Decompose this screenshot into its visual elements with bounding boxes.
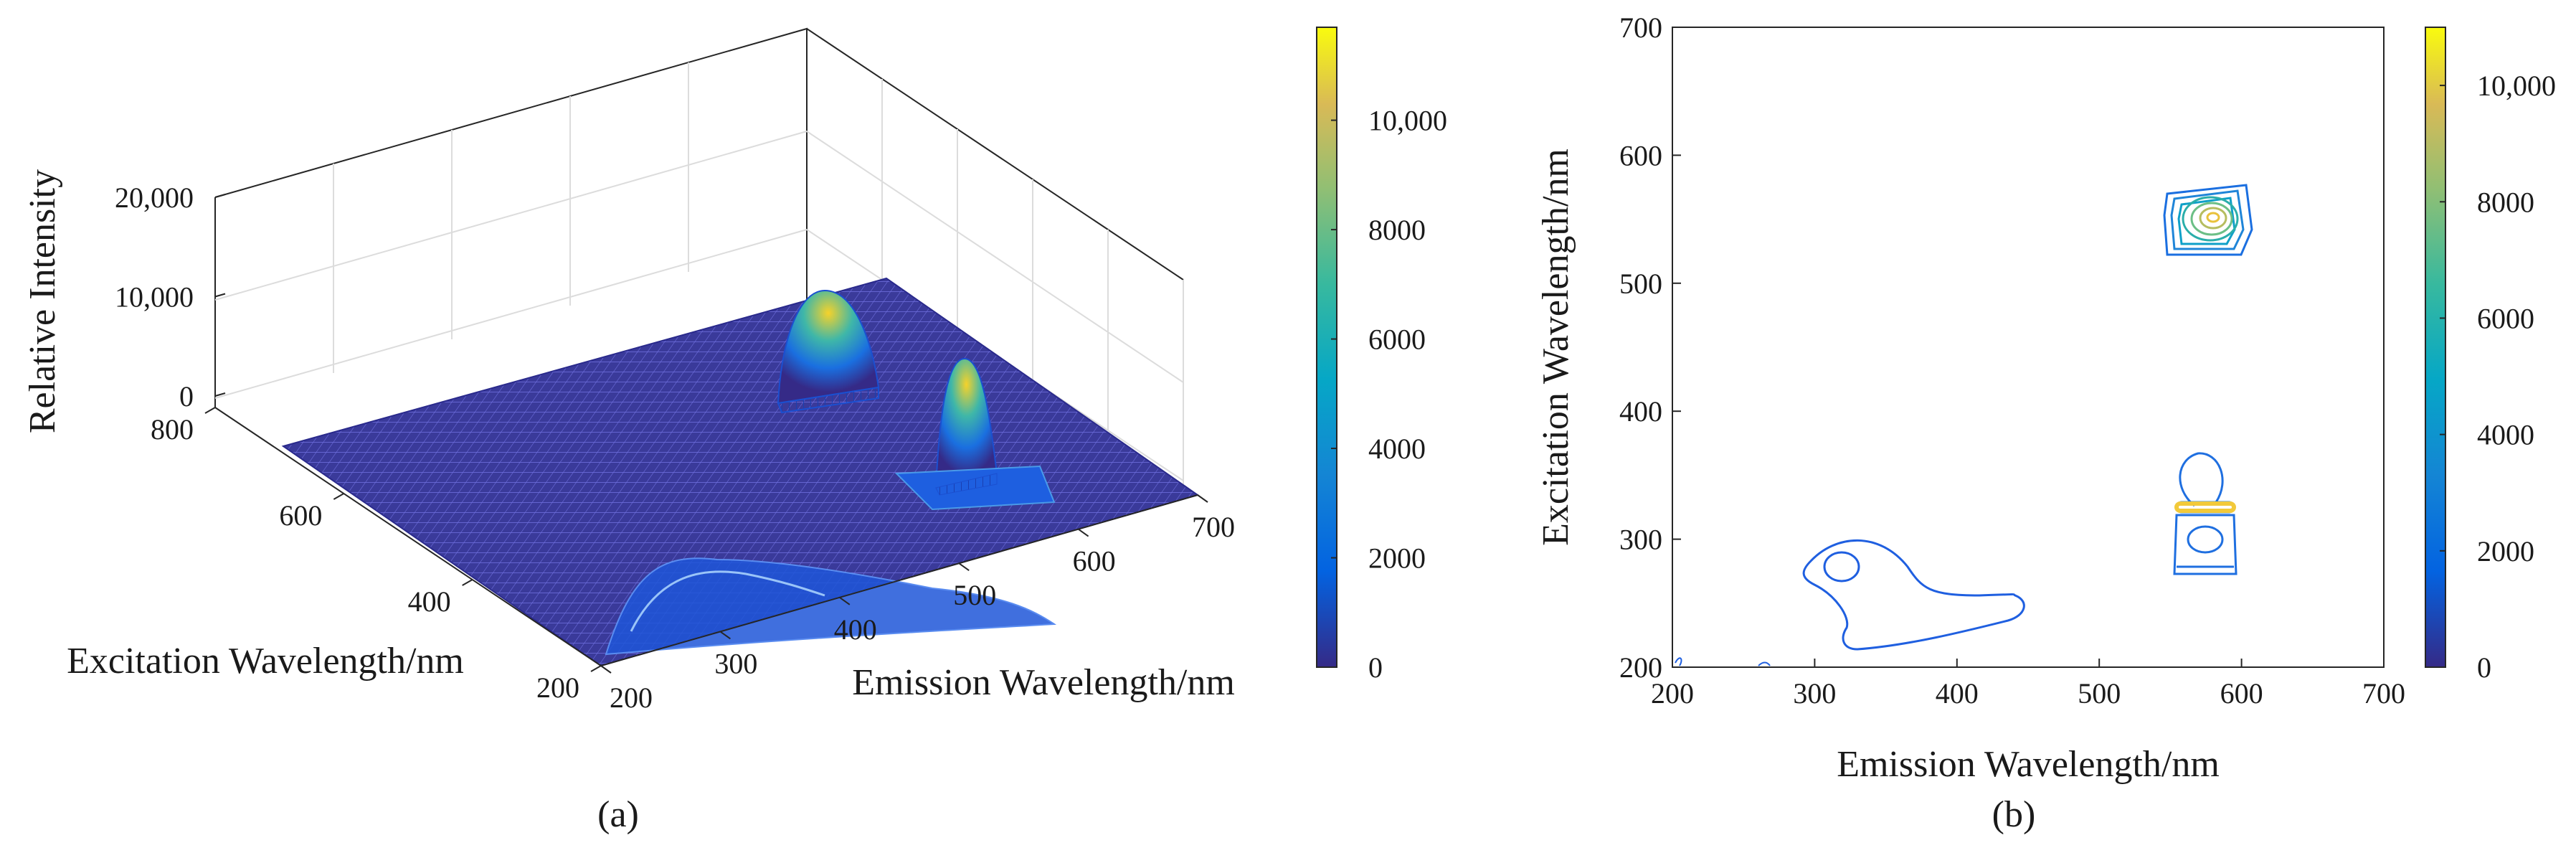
- excitation-tick-mark: [462, 579, 473, 586]
- colorbar-tick-label: 6000: [2477, 302, 2534, 334]
- colorbar-tick-label: 8000: [1368, 214, 1426, 246]
- emission-tick-mark: [1197, 494, 1208, 503]
- surface-uv-hump: [605, 557, 1057, 656]
- colorbar-tick-label: 0: [1368, 651, 1383, 684]
- intensity-tick-label: 10,000: [115, 281, 194, 314]
- contour-peak-325: [2173, 452, 2238, 575]
- contour-y-tick-label: 700: [1619, 11, 1662, 44]
- contour-emission-ticks: 200 300 400 500 600 700: [1651, 659, 2405, 710]
- contour-y-label: Excitation Wavelength/nm: [1535, 148, 1576, 546]
- contour-plot-panel: 200 300 400 500 600 700 200 300 400 500 600 700 Em…: [1535, 11, 2556, 835]
- excitation-tick-mark: [590, 665, 602, 672]
- emission-tick-mark: [958, 562, 970, 572]
- colorbar-a-ticks: 0 2000 4000 6000 8000 10,000: [1331, 105, 1447, 684]
- emission-tick-label: 400: [834, 613, 877, 646]
- contour-peak-550: [2163, 184, 2253, 256]
- box-walls: [214, 27, 1184, 407]
- contour-x-tick-label: 500: [2078, 677, 2121, 710]
- emission-axis-label: Emission Wavelength/nm: [852, 662, 1235, 703]
- intensity-tick-label: 0: [179, 380, 194, 412]
- colorbar-tick-label: 2000: [2477, 535, 2534, 567]
- back-grid: [214, 62, 1184, 495]
- emission-tick-label: 700: [1192, 511, 1235, 543]
- contour-y-tick-label: 600: [1619, 139, 1662, 171]
- colorbar-tick-label: 6000: [1368, 324, 1426, 356]
- intensity-tick-mark: [214, 194, 226, 198]
- contour-y-tick-label: 300: [1619, 524, 1662, 556]
- contour-y-tick-label: 400: [1619, 395, 1662, 428]
- emission-tick-mark: [719, 631, 731, 640]
- contour-y-tick-label: 200: [1619, 651, 1662, 684]
- panel-label-a: (a): [597, 794, 639, 835]
- intensity-tick-label: 20,000: [115, 182, 194, 214]
- emission-tick-mark: [600, 665, 612, 674]
- excitation-axis-label: Excitation Wavelength/nm: [67, 641, 464, 682]
- contour-uv-region: [1675, 539, 2025, 666]
- emission-tick-label: 600: [1073, 545, 1116, 578]
- contour-x-tick-label: 600: [2220, 677, 2263, 710]
- colorbar-b-ticks: 0 2000 4000 6000 8000 10,000: [2440, 70, 2556, 684]
- excitation-tick-label: 800: [151, 413, 194, 446]
- excitation-tick-mark: [333, 493, 344, 500]
- emission-tick-mark: [839, 596, 851, 605]
- surface-plot-panel: 200 400 600 800 200 300 400 500 600 700 0 10,000 2…: [22, 27, 1447, 835]
- surface-peak-325: [894, 357, 1056, 511]
- colorbar-tick-label: 10,000: [2477, 70, 2556, 102]
- colorbar-tick-label: 2000: [1368, 542, 1426, 575]
- intensity-axis-ticks: 0 10,000 20,000: [115, 182, 226, 412]
- colorbar-tick-label: 0: [2477, 651, 2491, 684]
- colorbar-b: 0 2000 4000 6000 8000 10,000: [2425, 27, 2556, 684]
- contour-x-tick-label: 300: [1793, 677, 1836, 710]
- intensity-tick-mark: [214, 293, 226, 298]
- excitation-tick-label: 400: [408, 585, 451, 618]
- front-axes: [214, 407, 1198, 666]
- excitation-tick-label: 200: [536, 671, 579, 704]
- excitation-tick-mark: [204, 407, 216, 414]
- colorbar-tick-label: 8000: [2477, 186, 2534, 218]
- colorbar-b-scale: [2425, 27, 2446, 668]
- colorbar-tick-label: 4000: [1368, 433, 1426, 465]
- contour-x-tick-label: 200: [1651, 677, 1694, 710]
- colorbar-tick-label: 4000: [2477, 419, 2534, 451]
- emission-tick-label: 200: [610, 682, 653, 714]
- excitation-tick-label: 600: [279, 499, 322, 532]
- colorbar-a-scale: [1316, 27, 1337, 668]
- contour-x-tick-label: 700: [2362, 677, 2405, 710]
- contour-excitation-ticks: 200 300 400 500 600 700: [1619, 11, 1681, 684]
- emission-axis-ticks: 200 300 400 500 600 700: [600, 494, 1235, 714]
- contour-y-tick-label: 500: [1619, 268, 1662, 300]
- colorbar-a: 0 2000 4000 6000 8000 10,000: [1316, 27, 1447, 684]
- contour-x-tick-label: 400: [1936, 677, 1979, 710]
- panel-label-b: (b): [1992, 794, 2036, 835]
- surface-peak-550: [777, 289, 880, 414]
- contour-x-label: Emission Wavelength/nm: [1837, 744, 2220, 785]
- z-axis-label: Relative Intensity: [22, 169, 63, 433]
- emission-tick-label: 300: [714, 647, 757, 679]
- intensity-tick-mark: [214, 392, 226, 397]
- contour-axes-box: [1672, 27, 2385, 668]
- colorbar-tick-label: 10,000: [1368, 105, 1447, 137]
- excitation-axis-ticks: 200 400 600 800: [151, 407, 602, 704]
- emission-tick-label: 500: [953, 579, 996, 611]
- emission-tick-mark: [1078, 528, 1089, 537]
